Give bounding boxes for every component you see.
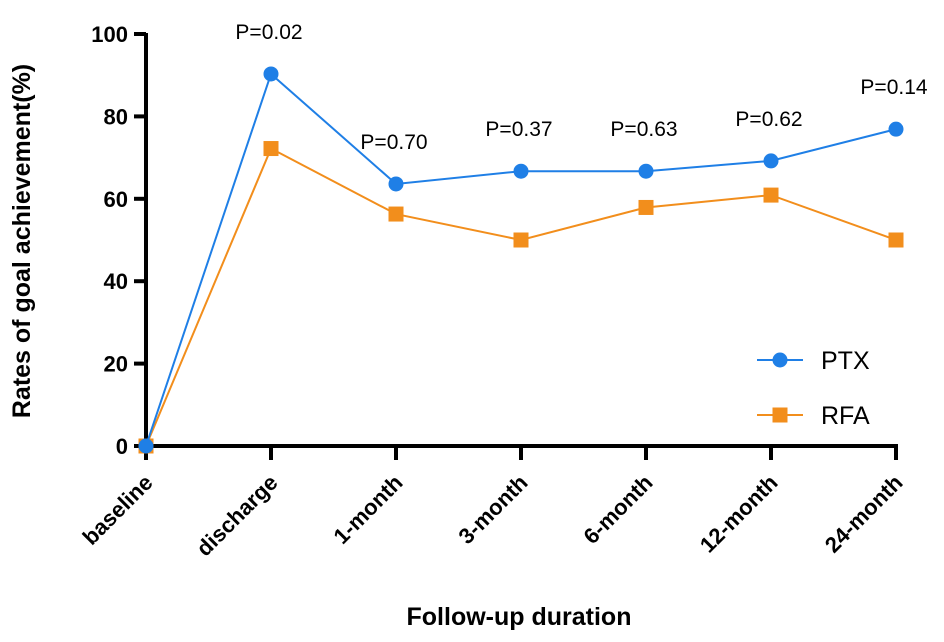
data-point-ptx <box>388 176 404 192</box>
data-point-ptx <box>138 438 154 454</box>
y-tick-label: 80 <box>104 104 128 129</box>
p-value-label: P=0.37 <box>485 118 552 141</box>
p-value-label: P=0.14 <box>860 76 927 99</box>
x-tick-label: discharge <box>191 470 282 561</box>
series-line-rfa <box>145 147 897 447</box>
legend: PTX RFA <box>757 347 870 430</box>
x-axis-title: Follow-up duration <box>407 603 632 631</box>
data-point-ptx <box>638 163 654 179</box>
p-value-annotations: P=0.02 P=0.70 P=0.37 P=0.63 P=0.62 P=0.14 <box>235 21 927 154</box>
legend-label: RFA <box>821 402 870 430</box>
series-ptx <box>138 66 904 454</box>
y-tick-label: 20 <box>104 352 128 377</box>
x-axis: baseline discharge 1-month 3-month 6-month 12… <box>78 444 908 561</box>
legend-marker <box>772 352 788 368</box>
data-point-ptx <box>763 153 779 169</box>
legend-marker <box>772 407 788 423</box>
data-point-rfa <box>513 232 529 248</box>
x-tick-label: 3-month <box>454 470 533 549</box>
p-value-label: P=0.70 <box>360 131 427 154</box>
y-tick-label: 60 <box>104 187 128 212</box>
x-tick-label: 1-month <box>329 470 408 549</box>
legend-item-ptx: PTX <box>757 347 870 375</box>
data-point-ptx <box>263 66 279 82</box>
data-point-rfa <box>638 199 654 215</box>
data-point-rfa <box>888 232 904 248</box>
p-value-label: P=0.62 <box>735 108 802 131</box>
y-axis-title: Rates of goal achievement(%) <box>8 64 36 418</box>
data-point-rfa <box>263 141 279 157</box>
data-point-ptx <box>888 121 904 137</box>
y-tick-label: 100 <box>91 22 128 47</box>
series-rfa <box>138 141 904 454</box>
data-point-rfa <box>388 206 404 222</box>
x-tick-label: 24-month <box>820 470 908 558</box>
p-value-label: P=0.63 <box>610 118 677 141</box>
x-tick-label: 6-month <box>579 470 658 549</box>
y-tick-label: 0 <box>116 434 128 459</box>
x-tick-label: baseline <box>78 470 158 550</box>
data-point-rfa <box>763 187 779 203</box>
legend-label: PTX <box>821 347 870 375</box>
p-value-label: P=0.02 <box>235 21 302 44</box>
series-layer <box>138 66 904 454</box>
y-tick-label: 40 <box>104 269 128 294</box>
legend-item-rfa: RFA <box>757 402 870 430</box>
data-point-ptx <box>513 163 529 179</box>
y-axis: 0 20 40 60 80 100 <box>91 22 148 459</box>
x-tick-label: 12-month <box>695 470 783 558</box>
